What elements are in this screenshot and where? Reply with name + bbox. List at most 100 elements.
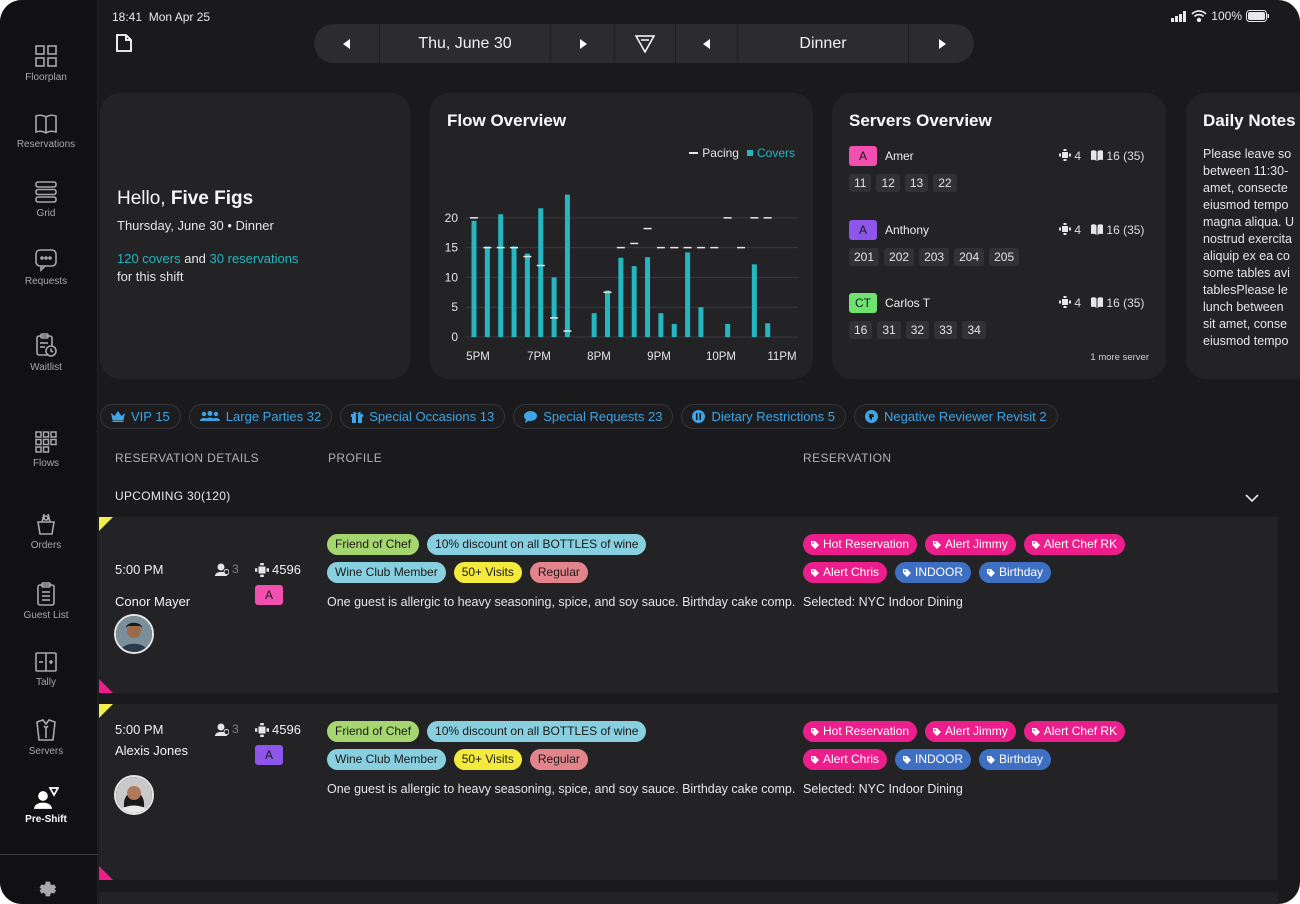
status-clock: 18:41 Mon Apr 25: [112, 10, 210, 24]
filter-chip[interactable]: Dietary Restrictions 5: [681, 404, 847, 429]
upcoming-section-header[interactable]: UPCOMING 30(120): [115, 489, 231, 503]
table-chip[interactable]: 204: [954, 248, 985, 266]
party-count: 3: [232, 562, 239, 576]
x-tick-label: 11PM: [767, 351, 796, 363]
profile-tag[interactable]: Regular: [529, 562, 588, 583]
profile-tag[interactable]: Friend of Chef: [327, 534, 420, 555]
prev-date-button[interactable]: [314, 24, 380, 63]
filter-button[interactable]: [615, 24, 676, 63]
tag-icon: [1031, 540, 1040, 549]
sidebar-item-waitlist[interactable]: Waitlist: [0, 332, 92, 373]
server-name: Amer: [885, 149, 914, 163]
sidebar-item-guest-list[interactable]: Guest List: [0, 582, 92, 621]
sidebar-item-label: Requests: [24, 276, 68, 287]
profile-tag[interactable]: 50+ Visits: [453, 562, 522, 583]
reservation-tag[interactable]: Alert Chris: [803, 562, 888, 583]
sidebar-item-servers[interactable]: Servers: [0, 718, 92, 757]
collapse-button[interactable]: [1245, 490, 1259, 508]
server-row[interactable]: CT Carlos T 4 16 (35) 16 31 32 33 34: [849, 293, 1149, 339]
sidebar-item-label: Grid: [36, 208, 56, 219]
next-date-button[interactable]: [551, 24, 615, 63]
reservation-tag[interactable]: Alert Chris: [803, 749, 888, 770]
filter-chip[interactable]: Special Requests 23: [513, 404, 674, 429]
covers-bar: [751, 264, 757, 337]
sidebar-item-flows[interactable]: Flows: [0, 430, 92, 469]
table-chip[interactable]: 13: [904, 174, 929, 192]
profile-tags-row1: Friend of Chef 10% discount on all BOTTLE…: [327, 721, 647, 742]
table-chip[interactable]: 31: [877, 321, 901, 339]
shift-summary-suffix: for this shift: [117, 269, 184, 284]
sidebar-item-requests[interactable]: Requests: [0, 248, 92, 287]
profile-tag[interactable]: Friend of Chef: [327, 721, 420, 742]
tag-icon: [933, 540, 942, 549]
reservation-tag[interactable]: Hot Reservation: [803, 534, 918, 555]
reservation-tags-row2: Alert Chris INDOOR Birthday: [803, 749, 1052, 770]
reservation-time: 5:00 PM: [115, 562, 164, 577]
sidebar-item-grid[interactable]: Grid: [0, 180, 92, 219]
table-chip[interactable]: 22: [933, 174, 957, 192]
reservation-tag[interactable]: Alert Jimmy: [925, 534, 1016, 555]
table-chip[interactable]: 11: [849, 174, 872, 192]
sidebar-item-label: Tally: [35, 677, 56, 688]
reservation-tag[interactable]: Birthday: [979, 749, 1052, 770]
reservation-tag[interactable]: INDOOR: [895, 749, 972, 770]
table-chip[interactable]: 32: [905, 321, 930, 339]
profile-tag[interactable]: 10% discount on all BOTTLES of wine: [427, 534, 647, 555]
notes-line: eiusmod tempo: [1203, 198, 1289, 212]
sidebar-item-orders[interactable]: Orders: [0, 512, 92, 551]
y-tick-label: 20: [445, 211, 459, 225]
selected-seating: Selected: NYC Indoor Dining: [803, 595, 963, 609]
profile-tag[interactable]: Wine Club Member: [327, 562, 446, 583]
reservation-tag[interactable]: Birthday: [979, 562, 1052, 583]
table-chip[interactable]: 203: [919, 248, 950, 266]
date-display[interactable]: Thu, June 30: [380, 24, 551, 63]
reservation-row[interactable]: 5:00 PM 3 4596 A Conor Mayer Friend of C…: [99, 517, 1278, 693]
sidebar-item-pre-shift[interactable]: Pre-Shift: [0, 786, 92, 825]
status-flag-bottom: [99, 679, 113, 693]
profile-tag[interactable]: 10% discount on all BOTTLES of wine: [427, 721, 647, 742]
next-shift-button[interactable]: [909, 24, 974, 63]
more-servers-link[interactable]: 1 more server: [1090, 352, 1149, 363]
settings-button[interactable]: [0, 878, 92, 904]
sidebar-item-reservations[interactable]: Reservations: [0, 113, 92, 150]
table-chip[interactable]: 201: [849, 248, 880, 266]
table-chip[interactable]: 34: [962, 321, 986, 339]
guest-name[interactable]: Conor Mayer: [115, 594, 191, 609]
guest-name[interactable]: Alexis Jones: [115, 743, 188, 758]
server-row[interactable]: A Amer 4 16 (35) 11 12 13 22: [849, 146, 1149, 192]
covers-bar: [725, 323, 731, 337]
reservation-tag[interactable]: Alert Chef RK: [1023, 721, 1126, 742]
sidebar-item-floorplan[interactable]: Floorplan: [0, 44, 92, 83]
filter-chip[interactable]: Special Occasions 13: [340, 404, 506, 429]
profile-tag[interactable]: Regular: [529, 749, 588, 770]
filter-chip[interactable]: Negative Reviewer Revisit 2: [854, 404, 1058, 429]
covers-bar: [765, 323, 771, 337]
table-chip[interactable]: 205: [989, 248, 1020, 266]
reservation-tag[interactable]: Alert Chef RK: [1023, 534, 1126, 555]
reservation-row[interactable]: 5:00 PM 3 4596 A Alexis Jones Friend of …: [99, 704, 1278, 880]
reservation-tag[interactable]: INDOOR: [895, 562, 972, 583]
filter-chip-label: Negative Reviewer Revisit 2: [884, 409, 1047, 424]
table-chip[interactable]: 202: [884, 248, 915, 266]
sidebar: Floorplan Reservations Grid Requests Wai…: [0, 0, 98, 904]
sidebar-item-tally[interactable]: Tally: [0, 651, 92, 688]
table-chip[interactable]: 12: [876, 174, 900, 192]
sidebar-item-label: Reservations: [16, 139, 76, 150]
filter-chip[interactable]: Large Parties 32: [188, 404, 333, 429]
reservation-tag[interactable]: Alert Jimmy: [925, 721, 1016, 742]
profile-tag[interactable]: Wine Club Member: [327, 749, 446, 770]
covers-bar: [511, 246, 517, 337]
servers-icon: [36, 719, 56, 741]
server-tables-count: 16 (35): [1106, 149, 1145, 163]
reservation-tag[interactable]: Hot Reservation: [803, 721, 918, 742]
notes-button[interactable]: [115, 34, 133, 57]
server-badge: A: [849, 220, 877, 240]
table-chip[interactable]: 33: [934, 321, 958, 339]
profile-tag[interactable]: 50+ Visits: [453, 749, 522, 770]
server-row[interactable]: A Anthony 4 16 (35) 201 202 203 204 205: [849, 220, 1149, 266]
filter-chip[interactable]: VIP 15: [100, 404, 181, 429]
table-chip[interactable]: 16: [849, 321, 873, 339]
sidebar-item-label: Orders: [30, 540, 62, 551]
shift-display[interactable]: Dinner: [738, 24, 909, 63]
prev-shift-button[interactable]: [676, 24, 738, 63]
